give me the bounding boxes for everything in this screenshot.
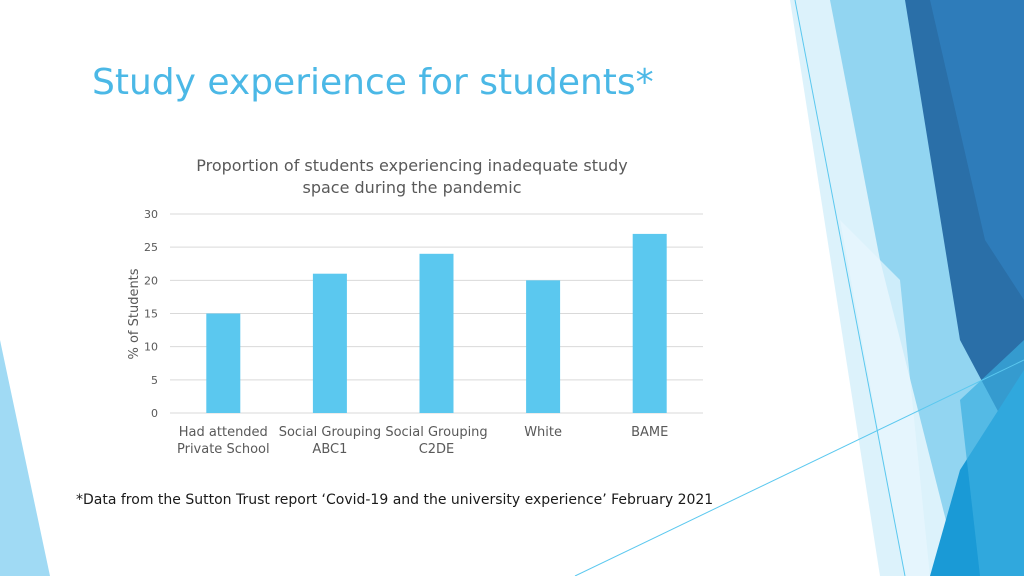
y-axis-label: % of Students [127,268,142,359]
slide-title: Study experience for students* [92,62,654,103]
deco-white-sliver [840,220,930,576]
deco-right-blue-panel [930,0,1024,300]
bar-0 [206,313,241,413]
y-tick-labels: 0 5 10 15 20 25 30 [144,208,158,420]
y-tick-label: 15 [144,308,158,321]
deco-thin-line-1 [794,0,906,576]
bar-2 [419,253,454,413]
chart-bars [206,233,667,413]
bar-4 [632,233,667,413]
x-tick-label: Social Grouping ABC1 [279,425,381,457]
bar-3 [526,280,561,413]
bar-1 [312,273,347,413]
x-tick-labels: Had attended Private School Social Groupin… [177,425,668,457]
y-tick-label: 25 [144,241,158,254]
chart-title: Proportion of students experiencing inad… [160,155,664,199]
y-tick-label: 30 [144,208,158,221]
deco-left-triangle [0,340,50,576]
y-tick-label: 0 [151,407,158,420]
footnote: *Data from the Sutton Trust report ‘Covi… [76,492,714,508]
chart-title-line-1: Proportion of students experiencing inad… [196,156,628,175]
chart-title-line-2: space during the pandemic [302,178,522,197]
y-tick-label: 20 [144,274,158,287]
y-tick-label: 5 [151,374,158,387]
x-tick-label: Had attended Private School [177,425,270,457]
deco-bottom-right-triangle-light [960,340,1024,576]
x-tick-label: White [524,425,562,440]
deco-thin-line-2 [574,359,1024,576]
x-tick-label: Social Grouping C2DE [385,425,487,457]
x-tick-label: BAME [631,425,668,440]
y-tick-label: 10 [144,341,158,354]
